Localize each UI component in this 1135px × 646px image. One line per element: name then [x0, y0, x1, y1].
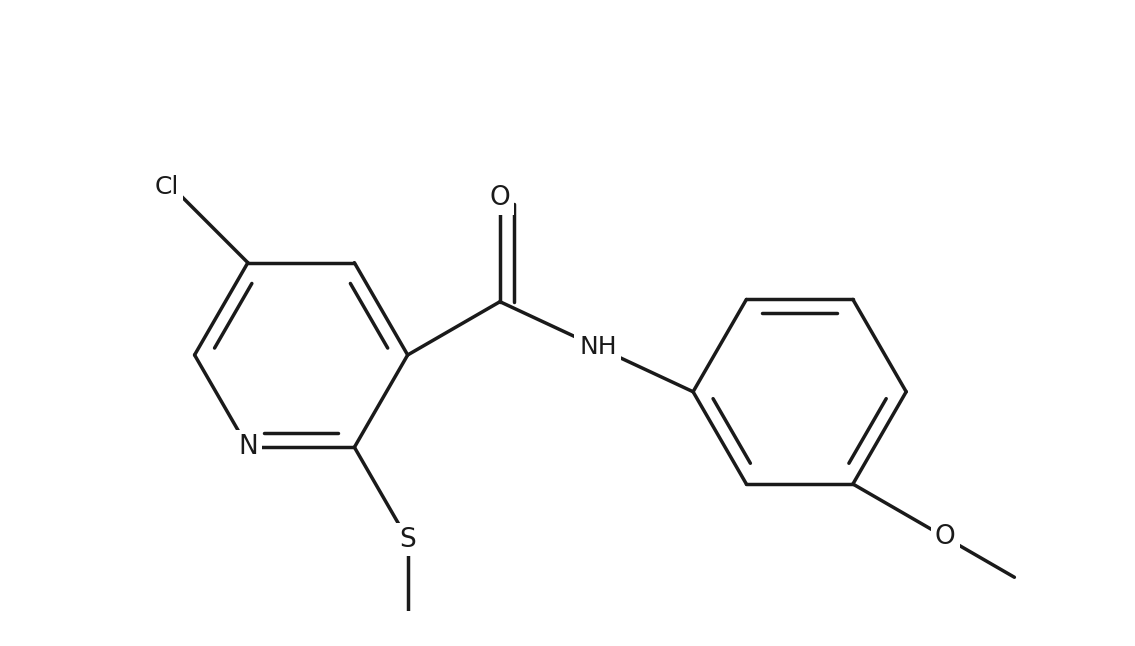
Text: S: S [400, 526, 417, 552]
Text: O: O [935, 525, 956, 550]
Text: N: N [238, 434, 258, 460]
Text: NH: NH [580, 335, 617, 359]
Text: Cl: Cl [155, 175, 179, 200]
Text: O: O [489, 185, 511, 211]
Text: NH: NH [578, 335, 615, 359]
